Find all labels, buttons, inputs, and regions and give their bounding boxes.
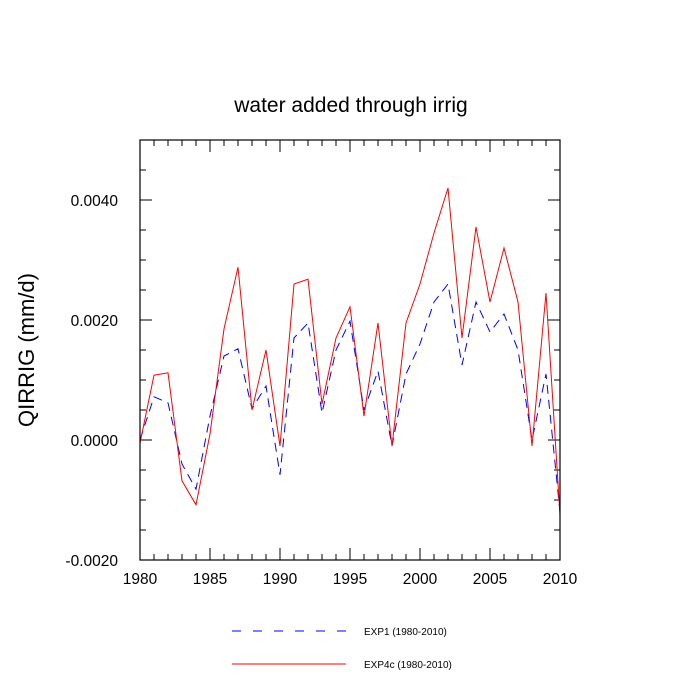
y-tick-label: -0.0020 (65, 553, 118, 570)
series-line-exp4c (139, 187, 561, 516)
axis-ticks: 1980 1985 1990 1995 2000 2005 2010 -0.0020 0.000… (65, 139, 578, 588)
y-axis-label: QIRRIG (mm/d) (14, 273, 39, 427)
chart-title: water added through irrig (233, 94, 467, 117)
y-tick-label: 0.0000 (71, 433, 119, 450)
legend-label: EXP4c (1980-2010) (364, 660, 452, 671)
x-tick-label: 1995 (333, 571, 367, 588)
series-line-exp1 (139, 282, 561, 513)
x-tick-label: 1980 (123, 571, 158, 588)
y-tick-label: 0.0020 (71, 313, 119, 330)
legend-label: EXP1 (1980-2010) (364, 627, 447, 638)
legend: EXP1 (1980-2010) EXP4c (1980-2010) (232, 627, 452, 671)
x-tick-label: 2000 (403, 571, 438, 588)
x-tick-label: 1990 (263, 571, 298, 588)
x-tick-label: 2005 (473, 571, 507, 588)
plot-frame (139, 139, 561, 561)
plot-lines (139, 187, 561, 516)
y-tick-label: 0.0040 (71, 193, 119, 210)
x-tick-label: 2010 (543, 571, 578, 588)
x-tick-label: 1985 (193, 571, 227, 588)
